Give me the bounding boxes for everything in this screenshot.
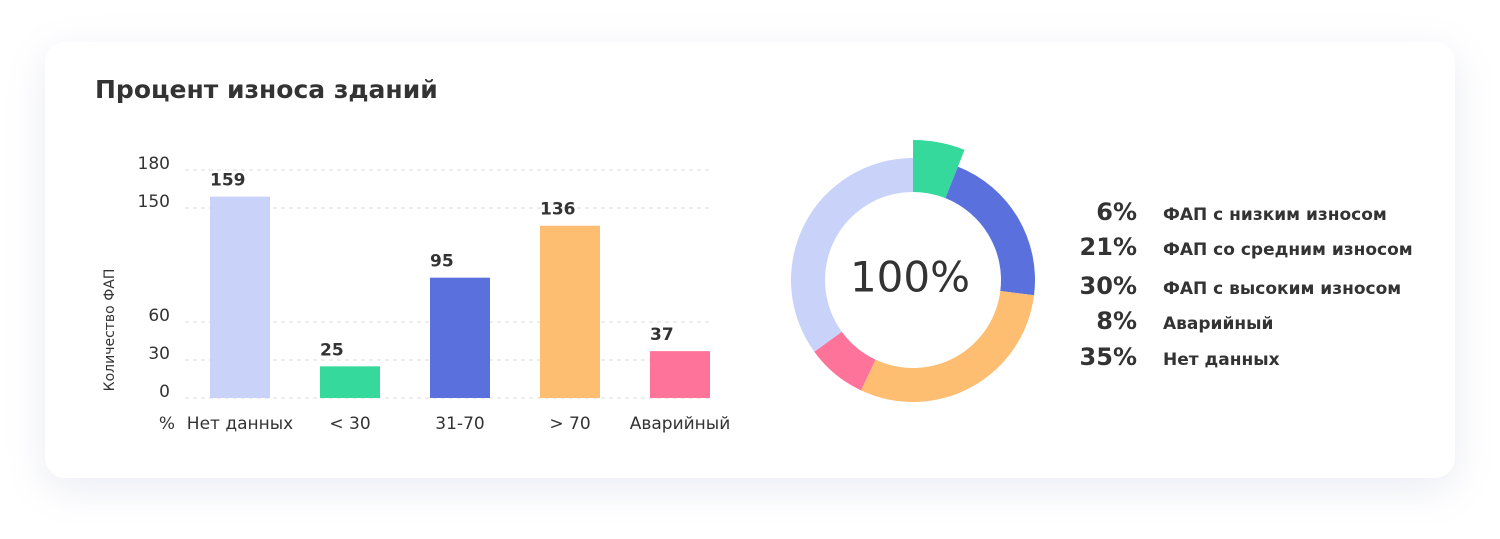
x-tick-label: < 30 — [329, 414, 370, 434]
value-label: 136 — [540, 200, 576, 220]
bar — [650, 351, 710, 398]
donut-center-label: 100% — [850, 253, 970, 302]
x-axis-label: % — [159, 414, 175, 434]
card-title: Процент износа зданий — [95, 75, 438, 104]
value-label: 159 — [210, 171, 246, 191]
legend-value: 30% — [1080, 272, 1137, 300]
donut-segment — [913, 140, 965, 199]
legend-label: ФАП с низким износом — [1163, 205, 1387, 225]
donut-segment — [945, 166, 1035, 296]
legend-label: ФАП со средним износом — [1163, 240, 1413, 260]
y-axis-label: Количество ФАП — [102, 269, 118, 392]
donut-segment — [791, 158, 913, 352]
legend-label: Нет данных — [1163, 350, 1280, 370]
legend-label: Аварийный — [1163, 314, 1273, 334]
bar — [430, 277, 490, 398]
bar — [210, 196, 270, 398]
x-tick-label: > 70 — [549, 414, 590, 434]
y-tick-label: 30 — [148, 344, 170, 364]
legend-value: 8% — [1096, 307, 1137, 335]
y-tick-label: 150 — [138, 192, 170, 212]
value-label: 37 — [650, 325, 674, 345]
legend-value: 6% — [1096, 198, 1137, 226]
bar — [540, 225, 600, 398]
legend-value: 21% — [1080, 233, 1137, 261]
legend-value: 35% — [1080, 343, 1137, 371]
x-tick-label: Нет данных — [187, 414, 293, 434]
donut-segment — [861, 291, 1035, 402]
bar — [320, 366, 380, 398]
x-tick-label: Аварийный — [630, 414, 731, 434]
value-label: 25 — [320, 340, 344, 360]
y-tick-label: 180 — [138, 154, 170, 174]
x-tick-label: 31-70 — [435, 414, 484, 434]
y-tick-label: 60 — [148, 306, 170, 326]
legend-label: ФАП с высоким износом — [1163, 279, 1401, 299]
donut-segment — [814, 331, 876, 391]
y-tick-label: 0 — [159, 382, 170, 402]
card — [45, 42, 1455, 478]
value-label: 95 — [430, 252, 454, 272]
